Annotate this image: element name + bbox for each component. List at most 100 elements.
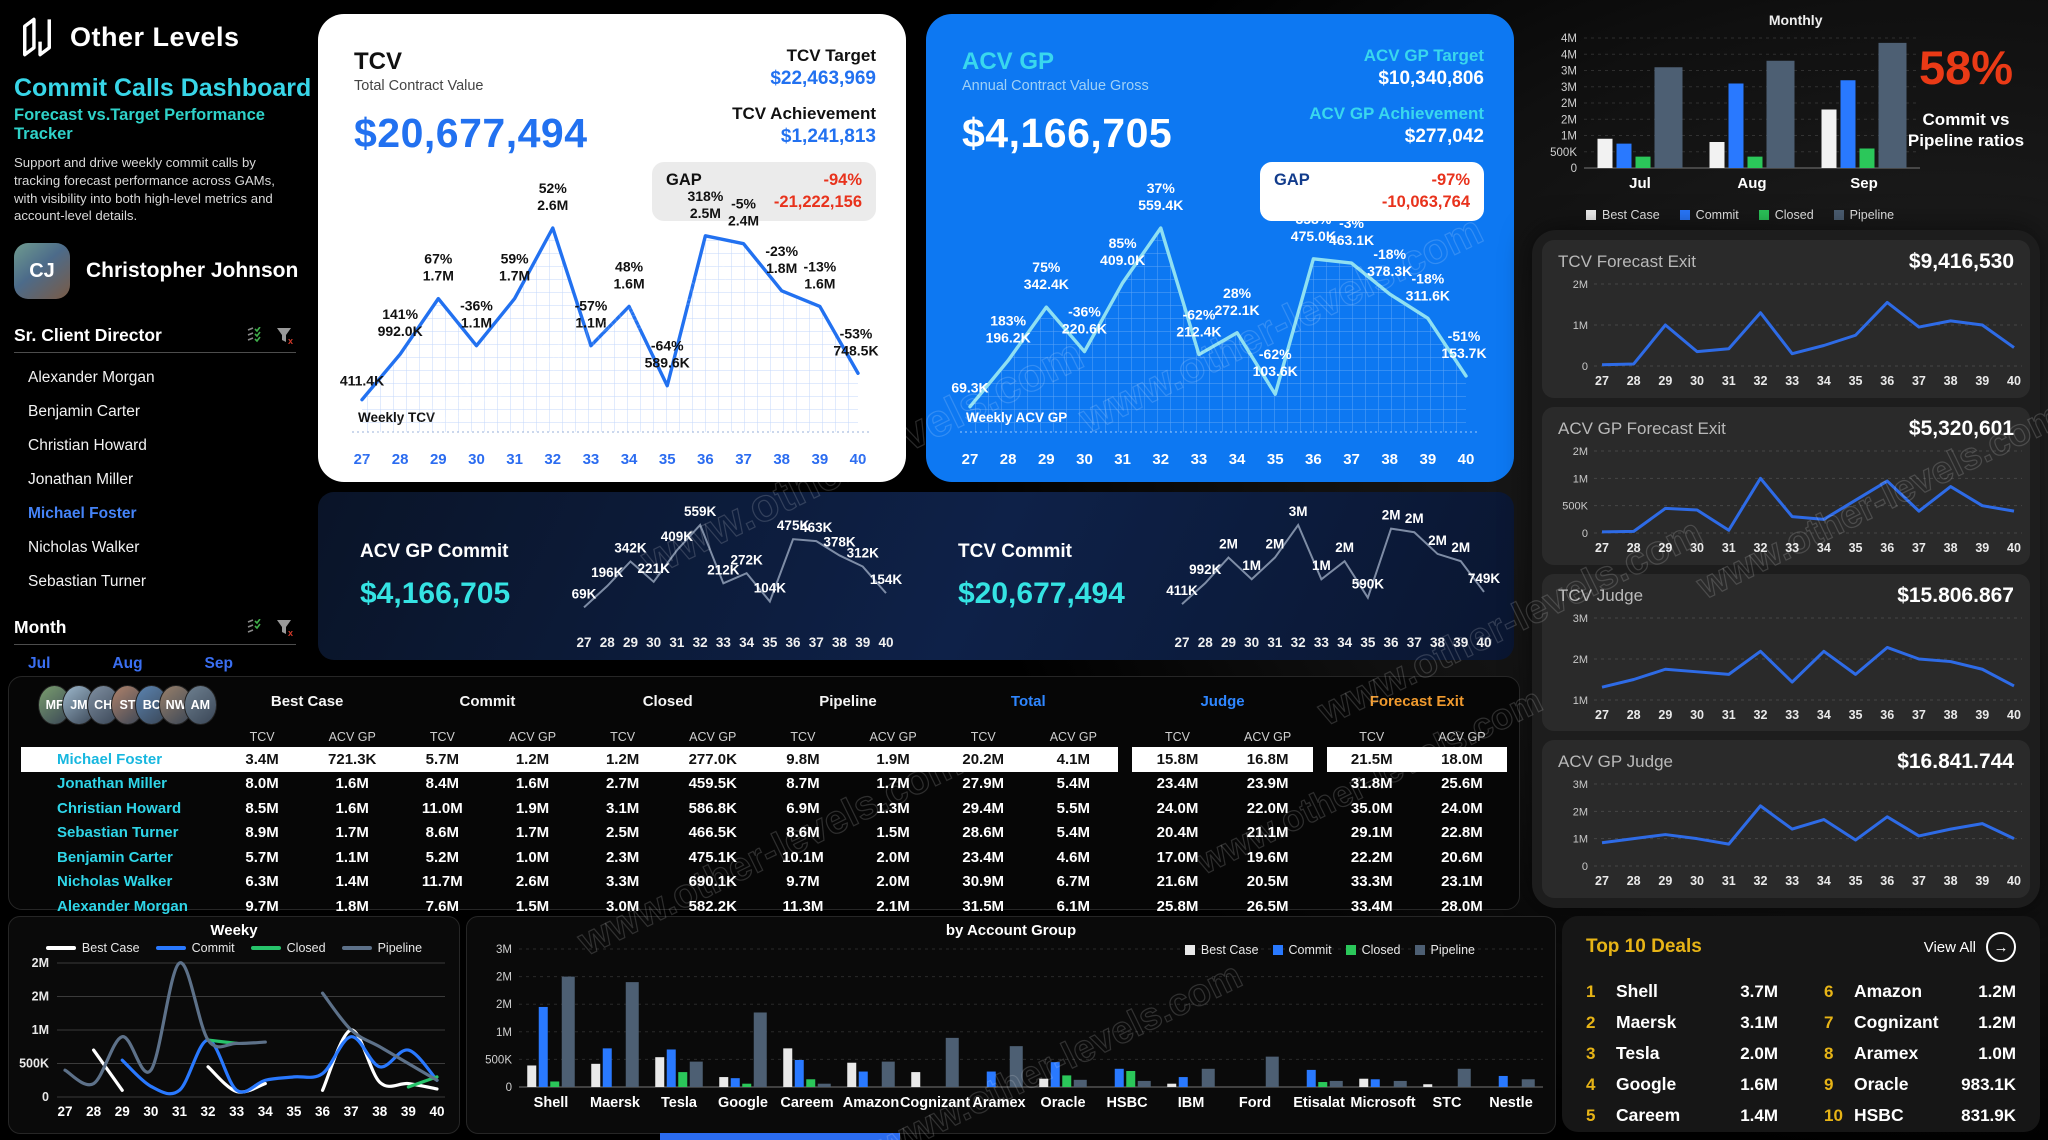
- legend-swatch: [1679, 210, 1690, 220]
- deal-rank: 6: [1824, 981, 1834, 1001]
- gam-row-name[interactable]: Nicholas Walker: [57, 873, 173, 891]
- svg-text:30: 30: [1690, 374, 1704, 388]
- svg-text:Tesla: Tesla: [661, 1095, 698, 1111]
- svg-text:30: 30: [646, 635, 661, 650]
- sidebar-item-director[interactable]: Nicholas Walker: [28, 539, 140, 557]
- svg-text:103.6K: 103.6K: [1253, 363, 1298, 379]
- deal-name: Amazon: [1854, 981, 1923, 1001]
- svg-text:1M: 1M: [1561, 131, 1577, 143]
- month-item[interactable]: Sep: [204, 655, 233, 673]
- deal-item[interactable]: 6 Amazon 1.2M: [1824, 976, 2016, 1007]
- svg-text:40: 40: [2007, 374, 2021, 388]
- svg-text:475K: 475K: [777, 518, 810, 533]
- gam-cell: 8.6M: [786, 824, 820, 842]
- clear-selections-icon[interactable]: [246, 618, 262, 637]
- gam-cell: 5.7M: [397, 747, 488, 772]
- deal-value: 983.1K: [1961, 1074, 2016, 1094]
- deal-item[interactable]: 10 HSBC 831.9K: [1824, 1100, 2016, 1131]
- sidebar-item-director[interactable]: Alexander Morgan: [28, 369, 155, 387]
- deal-item[interactable]: 7 Cognizant 1.2M: [1824, 1007, 2016, 1038]
- clear-selections-icon[interactable]: [246, 326, 262, 345]
- svg-text:153.7K: 153.7K: [1441, 345, 1486, 361]
- svg-text:38: 38: [1430, 635, 1446, 650]
- forecast-card-value: $16.841.744: [1897, 750, 2014, 774]
- gam-cell: 8.7M: [786, 775, 820, 793]
- page-description: Support and drive weekly commit calls by…: [14, 155, 275, 224]
- svg-text:30: 30: [468, 451, 485, 468]
- deal-item[interactable]: 3 Tesla 2.0M: [1586, 1038, 1778, 1069]
- deal-item[interactable]: 4 Google 1.6M: [1586, 1069, 1778, 1100]
- month-item[interactable]: Jul: [28, 655, 51, 673]
- gam-cell: 20.6M: [1441, 848, 1483, 866]
- svg-text:36: 36: [1880, 374, 1894, 388]
- svg-text:358%: 358%: [1295, 211, 1331, 227]
- page-tab-bar[interactable]: [660, 1133, 900, 1140]
- gam-cell: 2.3M: [605, 848, 640, 866]
- forecast-card: ACV GP Judge $16.841.744 3M 2M 1M 0 27 28 29 30 31…: [1542, 740, 2030, 898]
- gam-table: MF JM CH ST BC NW AM Best Case Commit Closed Pipel…: [8, 676, 1520, 915]
- deal-item[interactable]: 1 Shell 3.7M: [1586, 976, 1778, 1007]
- deal-item[interactable]: 5 Careem 1.4M: [1586, 1100, 1778, 1131]
- svg-text:39: 39: [1420, 451, 1437, 468]
- subcolumn-header: TCV: [249, 730, 275, 744]
- group-gap: [1313, 845, 1327, 870]
- view-all-button[interactable]: View All →: [1924, 932, 2016, 962]
- svg-text:27: 27: [1174, 635, 1189, 650]
- svg-text:411.4K: 411.4K: [340, 373, 384, 389]
- filter-icon[interactable]: x: [276, 327, 296, 345]
- svg-text:1M: 1M: [1573, 320, 1588, 332]
- svg-text:35: 35: [1267, 451, 1284, 468]
- gam-cell: 24.0M: [1156, 799, 1199, 817]
- svg-text:52%: 52%: [539, 180, 568, 196]
- svg-text:-23%: -23%: [765, 243, 798, 259]
- gam-cell: 4.6M: [1056, 848, 1091, 866]
- svg-text:37: 37: [344, 1104, 359, 1119]
- gam-cell: 24.0M: [1441, 799, 1483, 817]
- legend-item: Closed: [1758, 208, 1814, 222]
- sidebar-item-director[interactable]: Michael Foster: [28, 505, 137, 523]
- svg-text:27: 27: [962, 451, 979, 468]
- gam-row-name[interactable]: Michael Foster: [21, 747, 217, 772]
- svg-text:378K: 378K: [823, 534, 856, 549]
- svg-text:28: 28: [86, 1104, 102, 1119]
- legend-swatch: [1833, 210, 1844, 220]
- svg-text:33: 33: [1785, 708, 1799, 722]
- tcv-achievement-label: TCV Achievement: [732, 104, 876, 123]
- svg-text:272.1K: 272.1K: [1214, 302, 1259, 318]
- acv-subtitle: Annual Contract Value Gross: [962, 78, 1149, 94]
- svg-text:85%: 85%: [1109, 235, 1138, 251]
- sidebar-item-director[interactable]: Christian Howard: [28, 437, 147, 455]
- svg-text:31: 31: [1267, 635, 1283, 650]
- svg-text:38: 38: [1944, 708, 1958, 722]
- svg-text:37: 37: [1343, 451, 1360, 468]
- gam-row-name[interactable]: Christian Howard: [57, 799, 182, 817]
- sidebar-item-director[interactable]: Benjamin Carter: [28, 403, 140, 421]
- svg-text:36: 36: [1880, 541, 1894, 555]
- gam-row-name[interactable]: Jonathan Miller: [57, 775, 168, 793]
- deal-item[interactable]: 2 Maersk 3.1M: [1586, 1007, 1778, 1038]
- gam-cell: 27.9M: [962, 775, 1005, 793]
- gap-percent: -97%: [1431, 171, 1470, 189]
- gam-row-name[interactable]: Sebastian Turner: [57, 824, 179, 842]
- filter-icon[interactable]: x: [276, 619, 296, 637]
- tcv-target-value: $22,463,969: [770, 68, 876, 89]
- gam-row-name[interactable]: Alexander Morgan: [57, 897, 188, 915]
- subcolumn-header: TCV: [1359, 730, 1385, 744]
- deal-item[interactable]: 9 Oracle 983.1K: [1824, 1069, 2016, 1100]
- svg-text:36: 36: [1305, 451, 1322, 468]
- svg-text:992K: 992K: [1189, 562, 1222, 577]
- svg-text:38: 38: [1944, 874, 1958, 888]
- deal-name: Shell: [1616, 981, 1658, 1001]
- svg-text:0: 0: [42, 1090, 49, 1104]
- month-item[interactable]: Aug: [112, 655, 143, 673]
- svg-text:59%: 59%: [501, 251, 530, 267]
- gam-cell: 6.1M: [1056, 897, 1091, 915]
- svg-text:28: 28: [600, 635, 616, 650]
- svg-text:33: 33: [229, 1104, 245, 1119]
- gam-row-name[interactable]: Benjamin Carter: [57, 848, 173, 866]
- sidebar-item-director[interactable]: Jonathan Miller: [28, 471, 134, 489]
- deal-item[interactable]: 8 Aramex 1.0M: [1824, 1038, 2016, 1069]
- svg-text:748.5K: 748.5K: [833, 342, 878, 358]
- svg-text:39: 39: [1975, 708, 1989, 722]
- sidebar-item-director[interactable]: Sebastian Turner: [28, 573, 147, 591]
